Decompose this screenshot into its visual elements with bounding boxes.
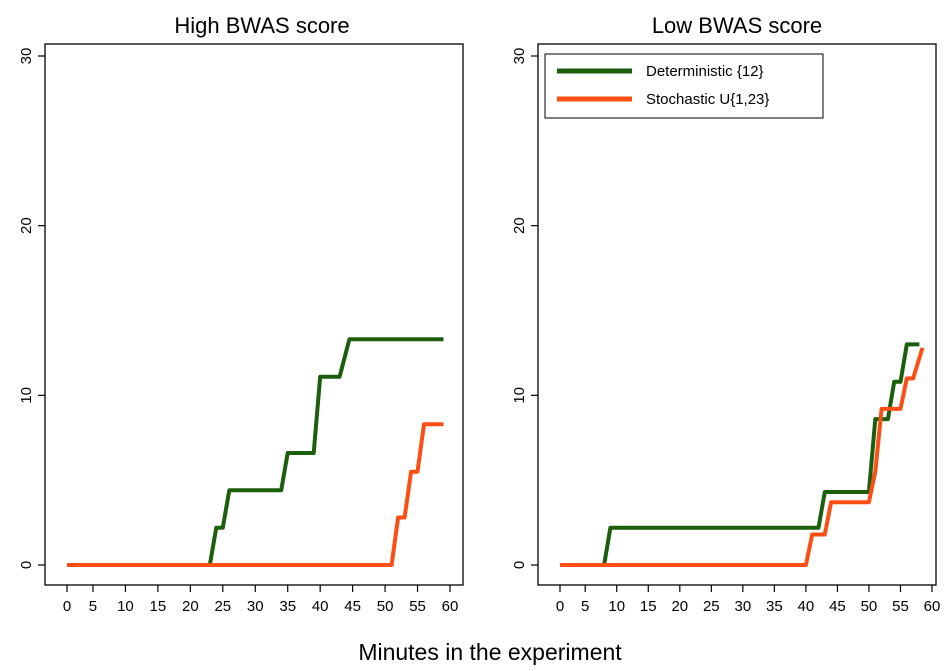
- series-line-deterministic: [67, 337, 444, 567]
- x-tick-label: 40: [798, 598, 815, 615]
- y-tick-label: 0: [511, 561, 528, 569]
- x-tick-label: 60: [442, 598, 459, 615]
- x-tick-label: 30: [247, 598, 264, 615]
- x-axis-label: Minutes in the experiment: [358, 639, 622, 665]
- x-tick-label: 15: [640, 598, 657, 615]
- x-tick-label: 5: [89, 598, 97, 615]
- y-tick-label: 20: [18, 217, 35, 234]
- x-tick-label: 45: [829, 598, 846, 615]
- panel-high-bwas: High BWAS score 0 5 10 15 20 25 30 35 40 45 50 55 60…: [18, 13, 464, 615]
- legend-label-deterministic: Deterministic {12}: [646, 63, 764, 80]
- x-tick-label: 25: [703, 598, 720, 615]
- x-tick-label: 30: [735, 598, 752, 615]
- plot-frame: [537, 43, 937, 586]
- x-tick-label: 0: [63, 598, 71, 615]
- y-tick-label: 20: [511, 217, 528, 234]
- legend-label-stochastic: Stochastic U{1,23}: [646, 91, 769, 108]
- legend-box: [544, 53, 824, 119]
- plot-frame: [44, 43, 464, 586]
- x-tick-label: 55: [409, 598, 426, 615]
- y-tick-label: 10: [18, 387, 35, 404]
- x-tick-label: 55: [892, 598, 909, 615]
- x-tick-label: 20: [671, 598, 688, 615]
- x-tick-label: 50: [377, 598, 394, 615]
- axes: 0 5 10 15 20 25 30 35 40 45 50 55 60 0 10 20 30: [18, 48, 458, 615]
- x-tick-label: 40: [312, 598, 329, 615]
- x-tick-label: 0: [556, 598, 564, 615]
- x-tick-label: 60: [924, 598, 941, 615]
- x-tick-label: 10: [117, 598, 134, 615]
- y-tick-label: 0: [18, 561, 35, 569]
- x-tick-label: 50: [861, 598, 878, 615]
- series-line-stochastic: [67, 422, 444, 567]
- y-tick-label: 10: [511, 387, 528, 404]
- series-lines: [560, 342, 925, 567]
- x-tick-label: 25: [214, 598, 231, 615]
- y-tick-label: 30: [18, 48, 35, 65]
- x-tick-label: 5: [581, 598, 589, 615]
- x-tick-label: 15: [150, 598, 167, 615]
- panel-low-bwas: Low BWAS score 0 5 10 15 20 25 30 35 40 45 50 55 600…: [511, 13, 940, 615]
- series-line-deterministic: [560, 342, 920, 567]
- panel-title: High BWAS score: [174, 13, 349, 38]
- x-tick-label: 20: [182, 598, 199, 615]
- panel-title: Low BWAS score: [652, 13, 822, 38]
- x-tick-label: 45: [344, 598, 361, 615]
- legend: Deterministic {12} Stochastic U{1,23}: [544, 53, 824, 119]
- x-tick-label: 10: [608, 598, 625, 615]
- y-tick-label: 30: [511, 48, 528, 65]
- x-tick-label: 35: [279, 598, 296, 615]
- x-tick-label: 35: [766, 598, 783, 615]
- series-line-stochastic: [560, 347, 925, 567]
- series-lines: [67, 337, 444, 567]
